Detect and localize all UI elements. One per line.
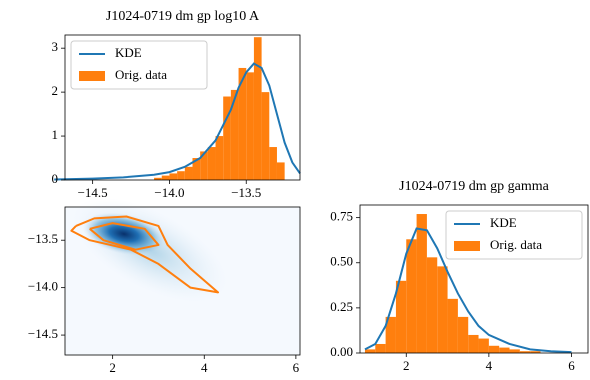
legend-label: Orig. data (490, 237, 542, 252)
y-tick-label: 0.00 (330, 344, 353, 359)
y-tick-label: 0.50 (330, 254, 353, 269)
hist-bar (230, 89, 239, 180)
x-tick-label: 6 (568, 358, 575, 373)
density-core (82, 212, 166, 256)
hist-bar (519, 351, 531, 353)
kde-line (364, 227, 572, 354)
y-tick-label: 3 (52, 39, 59, 54)
contour-line (89, 222, 160, 251)
hist-bar (395, 280, 407, 353)
y-tick-label: 2 (52, 83, 59, 98)
hist-bar (385, 316, 396, 353)
kde-line (54, 62, 301, 181)
y-tick-label: 0 (52, 171, 59, 186)
hist-bar (207, 147, 216, 180)
y-tick-label: 1 (52, 127, 59, 142)
y-tick-label: −14.5 (28, 326, 58, 341)
axes-frame (64, 34, 301, 181)
hist-bar (509, 349, 520, 353)
hist-bar (253, 37, 262, 181)
hist-bar (364, 349, 376, 353)
y-tick-label: −13.5 (28, 231, 58, 246)
x-tick-label: 4 (486, 358, 493, 373)
x-tick-label: −13.5 (231, 185, 261, 200)
hist-bar (200, 151, 208, 180)
hist-bar (238, 67, 247, 180)
x-tick-label: 2 (403, 358, 410, 373)
contour-line (70, 215, 220, 294)
y-tick-label: 0.75 (330, 209, 353, 224)
axes-frame (64, 206, 301, 356)
hist-bar (499, 347, 510, 353)
hist-bar (223, 96, 231, 180)
legend-swatch (79, 71, 105, 81)
hist-bar (406, 239, 417, 353)
x-tick-label: 2 (109, 360, 116, 375)
x-tick-label: −14.5 (78, 185, 108, 200)
hist-bar (154, 177, 162, 180)
panel-title: J1024-0719 dm gp log10 A (106, 9, 260, 24)
legend-label: KDE (490, 215, 517, 230)
y-tick-label: −14.0 (28, 279, 58, 294)
legend-label: KDE (115, 45, 142, 60)
hist-bar (375, 343, 386, 353)
x-tick-label: −14.0 (154, 185, 184, 200)
axes-frame (359, 204, 589, 354)
hist-bar (276, 162, 285, 180)
hist-bar (261, 92, 270, 180)
hist-bar (269, 147, 277, 180)
hist-bar (437, 266, 448, 353)
hist-bar (530, 351, 541, 353)
hist-bar (447, 298, 458, 353)
hist-bar (192, 158, 201, 180)
panel-title: J1024-0719 dm gp gamma (399, 179, 549, 194)
legend-swatch (454, 241, 480, 251)
x-tick-label: 6 (293, 360, 300, 375)
hist-bar (169, 173, 178, 180)
hist-bar (177, 171, 185, 180)
hist-bar (184, 166, 193, 180)
hist-bar (468, 334, 479, 353)
hist-bar (161, 175, 170, 180)
hist-bar (426, 257, 438, 353)
hist-bar (246, 72, 254, 180)
hist-bar (215, 136, 224, 180)
hist-bar (416, 214, 427, 353)
hist-bar (457, 316, 469, 353)
x-tick-label: 4 (201, 360, 208, 375)
hist-bar (478, 338, 489, 353)
legend-label: Orig. data (115, 67, 167, 82)
hist-bar (488, 345, 500, 353)
y-tick-label: 0.25 (330, 299, 353, 314)
